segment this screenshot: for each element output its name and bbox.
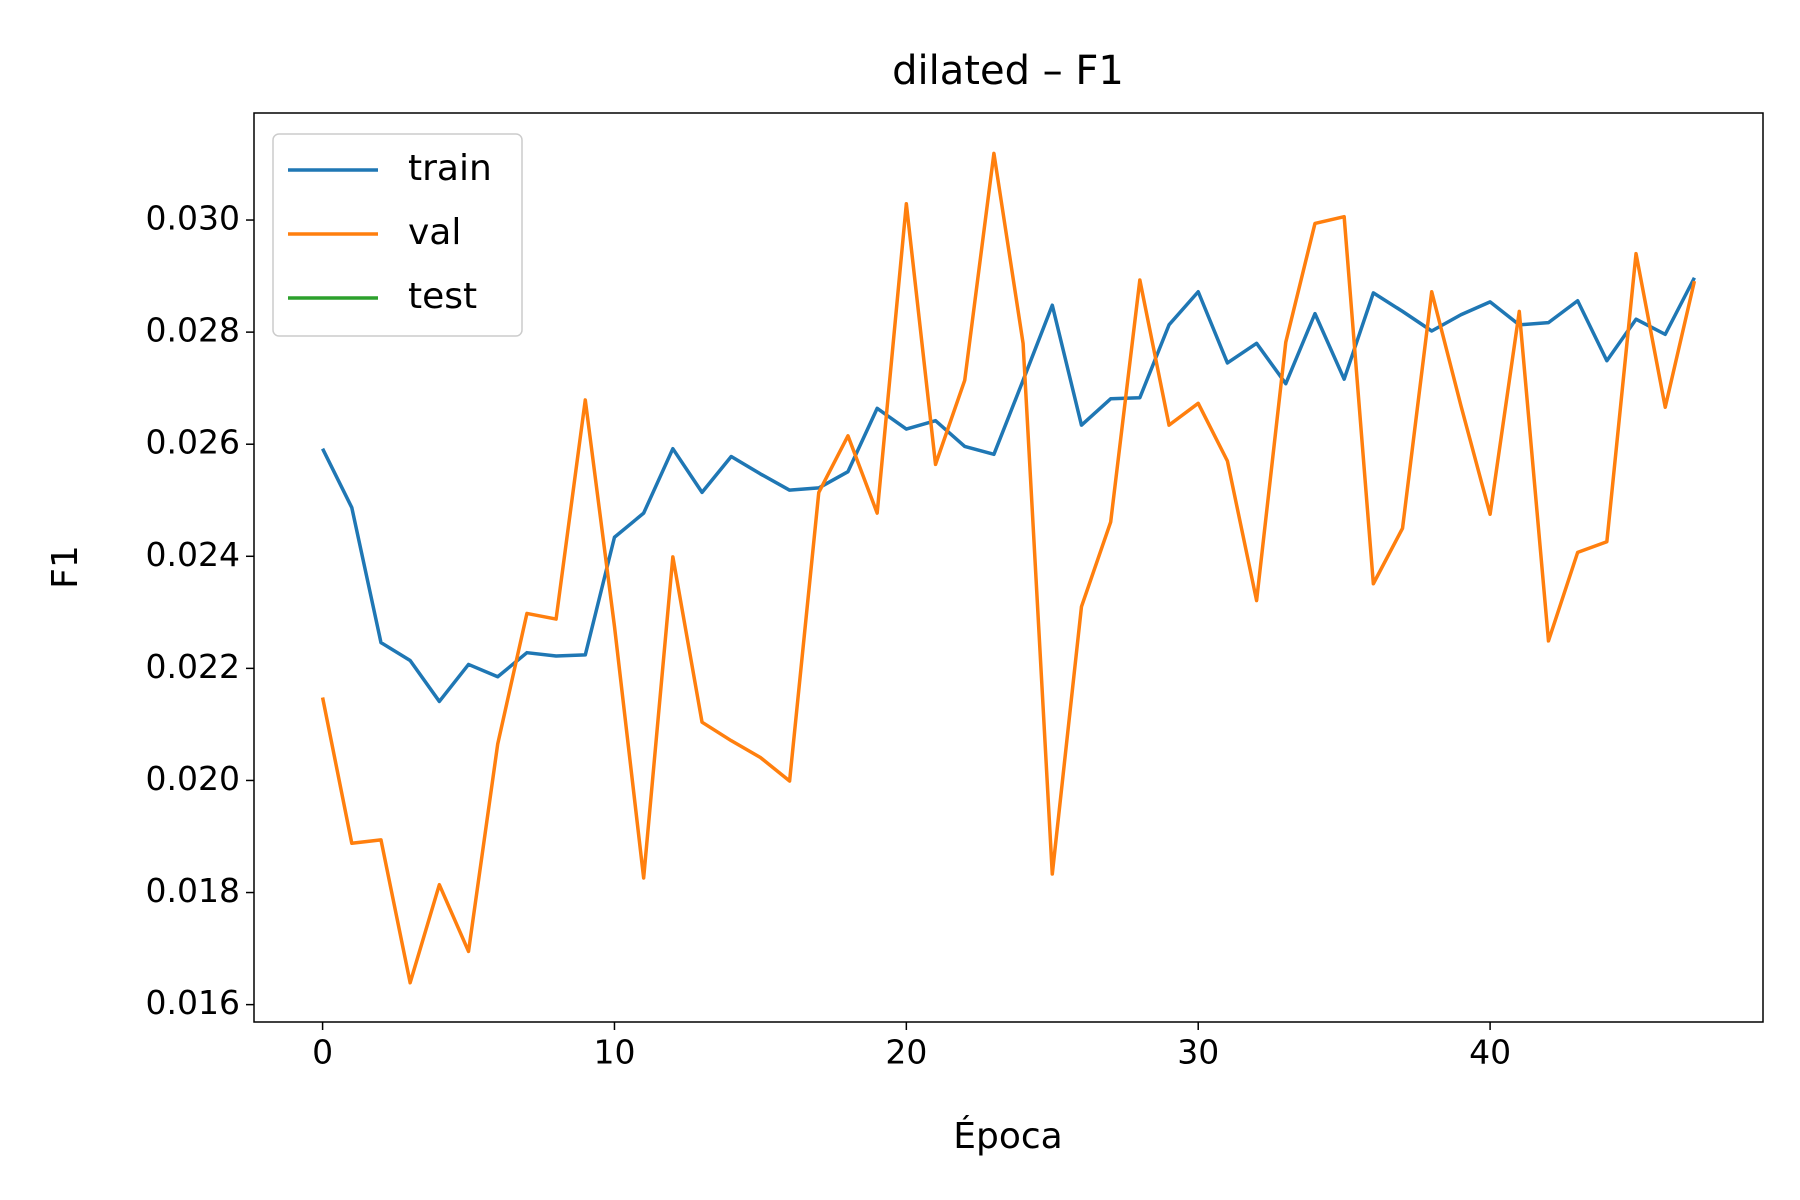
x-tick-label: 40 <box>1469 1033 1511 1072</box>
y-tick-label: 0.018 <box>146 871 240 910</box>
legend-label: test <box>408 276 477 317</box>
y-axis-label: F1 <box>45 545 86 589</box>
y-tick-label: 0.030 <box>146 199 240 238</box>
y-tick-label: 0.020 <box>146 759 240 798</box>
legend-label: val <box>408 212 461 253</box>
x-tick-label: 10 <box>593 1033 635 1072</box>
y-tick-label: 0.028 <box>146 311 240 350</box>
y-tick-label: 0.026 <box>146 423 240 462</box>
x-axis-label: Época <box>953 1115 1062 1157</box>
plot-frame <box>253 112 1764 1023</box>
y-tick-label: 0.022 <box>146 647 240 686</box>
x-tick-label: 0 <box>312 1033 333 1072</box>
series-line <box>320 151 1697 985</box>
series-line <box>321 276 1696 704</box>
y-tick-label: 0.024 <box>146 535 240 574</box>
chart-title: dilated – F1 <box>892 48 1124 94</box>
x-tick-label: 20 <box>885 1033 927 1072</box>
x-tick-label: 30 <box>1177 1033 1219 1072</box>
legend-box <box>272 133 523 337</box>
legend-label: train <box>408 148 492 189</box>
y-tick-label: 0.016 <box>146 983 240 1022</box>
